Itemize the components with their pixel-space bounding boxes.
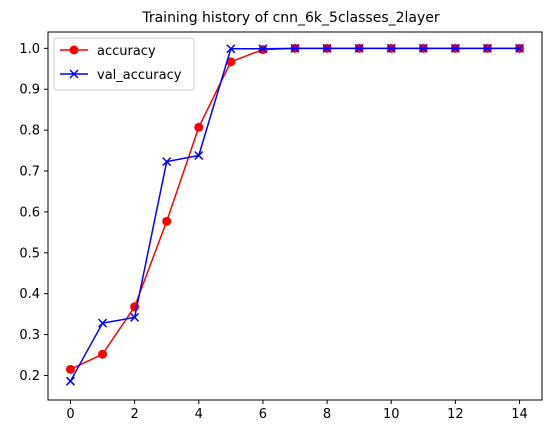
- y-tick-label: 0.3: [19, 328, 40, 343]
- y-tick-label: 1.0: [19, 42, 40, 57]
- y-tick-label: 0.9: [19, 83, 40, 98]
- legend-marker-val-accuracy: [69, 69, 79, 79]
- data-point-val-accuracy: [65, 376, 75, 386]
- y-tick-label: 0.4: [19, 287, 40, 302]
- data-point-val-accuracy: [354, 43, 364, 53]
- chart-title: Training history of cnn_6k_5classes_2lay…: [141, 10, 440, 26]
- legend-label-val-accuracy: val_accuracy: [97, 68, 182, 83]
- x-tick-label: 6: [259, 407, 267, 422]
- legend: accuracy val_accuracy: [53, 37, 195, 91]
- data-point-accuracy: [162, 216, 172, 226]
- y-tick-label: 0.5: [19, 246, 40, 261]
- data-point-val-accuracy: [386, 43, 396, 53]
- data-point-accuracy: [194, 122, 204, 132]
- x-tick-label: 4: [195, 407, 203, 422]
- axes-frame: [47, 31, 543, 401]
- data-point-accuracy: [98, 349, 108, 359]
- data-point-val-accuracy: [258, 44, 268, 54]
- y-tick-label: 0.8: [19, 124, 40, 139]
- y-tick-label: 0.6: [19, 205, 40, 220]
- data-point-val-accuracy: [290, 43, 300, 53]
- y-tick-label: 0.7: [19, 165, 40, 180]
- x-tick-label: 12: [447, 407, 464, 422]
- data-point-val-accuracy: [322, 43, 332, 53]
- x-tick-label: 8: [323, 407, 331, 422]
- data-point-val-accuracy: [418, 43, 428, 53]
- x-tick-label: 0: [66, 407, 74, 422]
- data-point-val-accuracy: [515, 43, 525, 53]
- series-line-val-accuracy: [69, 47, 520, 382]
- x-tick-label: 14: [511, 407, 528, 422]
- data-point-val-accuracy: [162, 157, 172, 167]
- plot-area: [65, 43, 525, 386]
- data-point-val-accuracy: [98, 318, 108, 328]
- data-point-val-accuracy: [130, 312, 140, 322]
- axis-ticks: 0 2 4 6 8 10 12 14 0.2 0.3 0.4 0.5 0.6 0.7 0.8 0.9 1.0: [19, 42, 528, 422]
- data-point-accuracy: [65, 364, 75, 374]
- x-tick-label: 10: [383, 407, 400, 422]
- data-point-accuracy: [226, 57, 236, 67]
- legend-box: [53, 37, 195, 91]
- data-point-val-accuracy: [194, 150, 204, 161]
- data-point-val-accuracy: [450, 43, 460, 53]
- legend-marker-accuracy: [69, 45, 79, 55]
- data-point-val-accuracy: [226, 44, 236, 54]
- y-tick-label: 0.2: [19, 369, 40, 384]
- data-point-val-accuracy: [482, 43, 492, 53]
- x-tick-label: 2: [130, 407, 138, 422]
- legend-label-accuracy: accuracy: [97, 44, 156, 59]
